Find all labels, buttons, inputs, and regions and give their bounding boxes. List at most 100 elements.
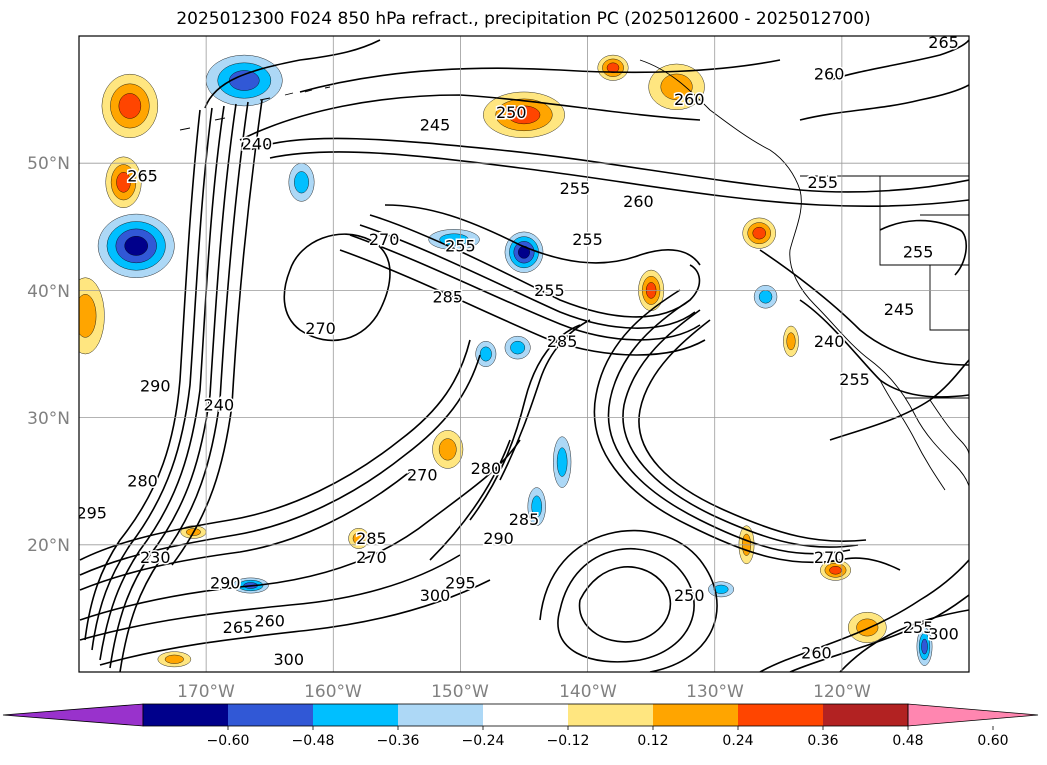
contour-line <box>249 137 969 193</box>
contour-label: 270 <box>305 319 336 338</box>
precip-patch <box>118 93 142 119</box>
contour-label: 260 <box>801 643 832 662</box>
precip-patch <box>124 236 148 256</box>
colorbar: −0.60 −0.48 −0.36 −0.24 −0.12 0.12 0.24 0.36 0.4… <box>2 703 1039 749</box>
colorbar-tick-label: 0.12 <box>637 733 668 749</box>
contour-label: 260 <box>674 90 705 109</box>
precip-patch <box>438 438 457 461</box>
contour-label: 255 <box>903 243 934 262</box>
contour-line <box>759 559 969 672</box>
colorbar-segment <box>738 704 823 726</box>
colorbar-extend-max <box>907 703 1039 727</box>
colorbar-tick-label: 0.24 <box>722 733 753 749</box>
contour-label: 270 <box>407 465 438 484</box>
precip-patch <box>229 70 260 91</box>
colorbar-segment <box>398 704 483 726</box>
contour-label: 240 <box>814 332 845 351</box>
latitude-axis: 50°N 40°N 30°N 20°N <box>27 154 70 556</box>
precip-patch <box>829 566 842 575</box>
colorbar-extend-min <box>2 703 144 727</box>
contour-label: 285 <box>547 332 578 351</box>
contour-label: 255 <box>808 173 839 192</box>
precip-patch <box>79 294 97 338</box>
contour-label: 270 <box>356 548 387 567</box>
longitude-axis: 170°W 160°W 150°W 140°W 130°W 120°W <box>177 682 871 702</box>
contour-line <box>879 219 967 276</box>
colorbar-segment <box>228 704 313 726</box>
contour-line <box>99 579 491 666</box>
contour-label: 270 <box>814 548 845 567</box>
precip-patch <box>352 532 365 545</box>
colorbar-segment <box>143 704 228 726</box>
precip-patch <box>507 105 541 125</box>
contour-line <box>799 299 969 398</box>
contour-label: 255 <box>839 370 870 389</box>
map-frame <box>78 35 970 673</box>
colorbar-tick-label: 0.60 <box>977 733 1008 749</box>
lat-label: 30°N <box>27 409 70 429</box>
contour-line <box>557 548 695 663</box>
refractivity-contours <box>79 39 969 672</box>
contour-label: 285 <box>356 529 387 548</box>
contour-label: 290 <box>210 573 241 592</box>
coastline-baja <box>879 379 946 491</box>
colorbar-tick-label: −0.24 <box>462 733 505 749</box>
contour-line <box>829 359 969 441</box>
precip-patch <box>786 332 796 351</box>
contour-line <box>839 609 969 672</box>
aleutian-islands <box>179 86 331 131</box>
contour-label: 250 <box>496 103 527 122</box>
contour-label: 255 <box>572 230 603 249</box>
colorbar-segment <box>568 704 653 726</box>
coastline-gulf <box>929 399 969 456</box>
colorbar-frame <box>142 703 909 727</box>
lon-label: 160°W <box>304 682 362 702</box>
colorbar-tick-label: −0.60 <box>207 733 250 749</box>
contour-label: 295 <box>445 573 476 592</box>
contour-label: 300 <box>928 624 959 643</box>
contour-label: 255 <box>560 179 591 198</box>
precip-patch <box>921 638 928 655</box>
precip-patch <box>531 495 542 518</box>
contour-label: 255 <box>445 236 476 255</box>
contour-line <box>283 233 391 342</box>
lon-label: 130°W <box>686 682 744 702</box>
contour-line <box>622 309 859 548</box>
precip-patch <box>510 340 526 355</box>
contour-label: 245 <box>884 300 915 319</box>
contour-label: 260 <box>254 612 285 631</box>
lon-label: 140°W <box>559 682 617 702</box>
contour-line <box>79 469 413 591</box>
contour-label: 230 <box>140 548 171 567</box>
colorbar-segment <box>483 704 568 726</box>
lat-label: 40°N <box>27 282 70 302</box>
colorbar-tick-label: −0.48 <box>292 733 335 749</box>
contour-line <box>359 224 696 329</box>
contour-label: 260 <box>623 192 654 211</box>
contour-line <box>499 319 591 481</box>
contour-line <box>789 594 969 672</box>
contour-label: 265 <box>928 33 959 52</box>
contour-label: 255 <box>903 618 934 637</box>
contour-line <box>99 105 225 661</box>
contour-line <box>171 99 263 566</box>
contour-line <box>593 289 843 564</box>
contour-line <box>759 249 969 366</box>
contour-line <box>607 299 851 555</box>
contour-label: 290 <box>483 529 514 548</box>
state-line <box>929 265 969 331</box>
colorbar-segment <box>823 704 908 726</box>
contour-label: 255 <box>534 281 565 300</box>
contour-line <box>204 39 381 109</box>
contour-label: 285 <box>509 510 540 529</box>
contour-line <box>119 101 249 672</box>
contour-label: 240 <box>204 395 235 414</box>
contour-line <box>429 439 511 561</box>
contour-label: 245 <box>420 116 451 135</box>
contour-label: 240 <box>242 135 273 154</box>
precip-patch <box>164 654 184 664</box>
colorbar-tick-label: −0.12 <box>547 733 590 749</box>
contour-label: 280 <box>471 459 502 478</box>
contour-label: 280 <box>127 472 158 491</box>
